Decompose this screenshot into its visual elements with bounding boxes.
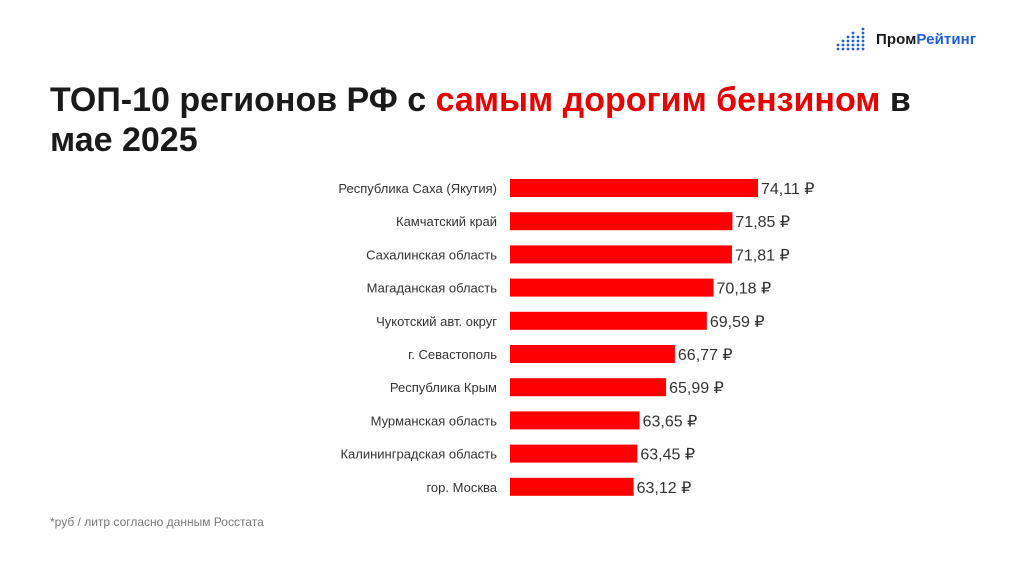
bar bbox=[510, 378, 667, 397]
bar bbox=[510, 245, 732, 264]
bar-chart-svg: Республика Саха (Якутия) 74,11 ₽ Камчатски… bbox=[338, 179, 814, 497]
value-label: 71,81 ₽ bbox=[735, 247, 790, 264]
category-label: Калининградская область bbox=[340, 447, 497, 462]
bar-dots-logo-icon bbox=[836, 27, 865, 51]
bar bbox=[510, 345, 675, 363]
category-label: Камчатский край bbox=[396, 214, 497, 229]
category-label: г. Севастополь bbox=[408, 347, 497, 362]
title-part1: ТОП-10 регионов РФ с bbox=[50, 81, 436, 119]
category-label: Чукотский авт. округ bbox=[376, 314, 497, 329]
bar bbox=[510, 212, 733, 231]
category-label: Республика Саха (Якутия) bbox=[338, 181, 497, 196]
value-label: 70,18 ₽ bbox=[717, 281, 772, 298]
bar bbox=[510, 444, 638, 463]
footnote: *руб / литр согласно данным Росстата bbox=[50, 515, 264, 529]
value-label: 65,99 ₽ bbox=[669, 380, 724, 397]
bar bbox=[510, 179, 758, 197]
value-label: 63,45 ₽ bbox=[640, 447, 695, 464]
value-label: 63,12 ₽ bbox=[637, 480, 692, 497]
bar bbox=[510, 311, 707, 330]
brand-name-part1: Пром bbox=[876, 30, 917, 48]
category-label: Республика Крым bbox=[390, 380, 497, 395]
bar bbox=[510, 411, 640, 430]
title-part2: в мае 2025 bbox=[50, 81, 911, 159]
bar bbox=[510, 278, 714, 297]
brand-name-part2: Рейтинг bbox=[916, 30, 977, 48]
category-label: Сахалинская область bbox=[366, 247, 497, 262]
brand-name: ПромРейтинг bbox=[876, 31, 976, 48]
bar bbox=[510, 477, 634, 496]
category-label: Магаданская область bbox=[367, 281, 498, 296]
title-highlight: самым дорогим бензином bbox=[435, 81, 881, 119]
value-label: 74,11 ₽ bbox=[761, 181, 814, 198]
value-label: 66,77 ₽ bbox=[678, 347, 733, 364]
category-label: гор. Москва bbox=[426, 480, 497, 495]
page-title: ТОП-10 регионов РФ с самым дорогим бензи… bbox=[50, 80, 970, 160]
category-label: Мурманская область bbox=[371, 413, 498, 428]
value-label: 63,65 ₽ bbox=[643, 413, 698, 430]
bar-chart: Республика Саха (Якутия) 74,11 ₽ Камчатски… bbox=[0, 170, 1030, 510]
brand-logo: ПромРейтинг bbox=[836, 27, 976, 51]
value-label: 69,59 ₽ bbox=[710, 314, 765, 331]
value-label: 71,85 ₽ bbox=[735, 214, 790, 231]
